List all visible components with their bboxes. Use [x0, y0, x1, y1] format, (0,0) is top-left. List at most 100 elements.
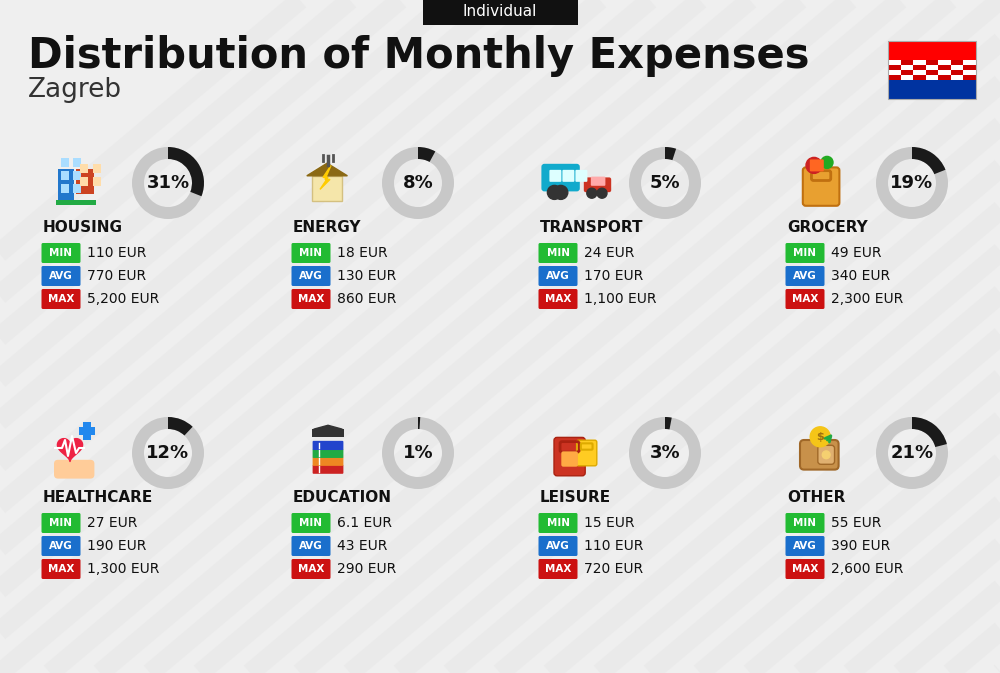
FancyBboxPatch shape	[42, 243, 80, 263]
FancyBboxPatch shape	[888, 41, 976, 61]
FancyBboxPatch shape	[577, 440, 597, 466]
Circle shape	[822, 451, 830, 459]
Text: 720 EUR: 720 EUR	[584, 562, 643, 576]
Text: 1,100 EUR: 1,100 EUR	[584, 292, 656, 306]
Circle shape	[547, 185, 561, 199]
Text: MIN: MIN	[300, 518, 322, 528]
FancyBboxPatch shape	[584, 178, 611, 192]
Circle shape	[821, 156, 833, 168]
FancyBboxPatch shape	[913, 61, 926, 65]
Text: MAX: MAX	[792, 564, 818, 574]
FancyBboxPatch shape	[963, 70, 976, 75]
Text: AVG: AVG	[299, 541, 323, 551]
Text: Individual: Individual	[463, 5, 537, 20]
FancyBboxPatch shape	[951, 75, 963, 79]
FancyBboxPatch shape	[42, 266, 80, 286]
Text: 340 EUR: 340 EUR	[831, 269, 890, 283]
Text: 5%: 5%	[650, 174, 680, 192]
FancyBboxPatch shape	[913, 75, 926, 79]
Wedge shape	[629, 417, 701, 489]
Text: 860 EUR: 860 EUR	[337, 292, 396, 306]
Text: MAX: MAX	[545, 564, 571, 574]
FancyBboxPatch shape	[554, 437, 585, 476]
Text: MIN: MIN	[794, 248, 816, 258]
Wedge shape	[382, 417, 454, 489]
Text: 2,300 EUR: 2,300 EUR	[831, 292, 903, 306]
FancyBboxPatch shape	[538, 536, 578, 556]
FancyBboxPatch shape	[292, 536, 330, 556]
FancyBboxPatch shape	[61, 171, 69, 180]
FancyBboxPatch shape	[292, 266, 330, 286]
Text: 21%: 21%	[890, 444, 934, 462]
FancyBboxPatch shape	[313, 449, 343, 458]
Text: MAX: MAX	[792, 294, 818, 304]
FancyBboxPatch shape	[926, 70, 938, 75]
Text: AVG: AVG	[793, 541, 817, 551]
Text: MAX: MAX	[48, 564, 74, 574]
FancyBboxPatch shape	[292, 289, 330, 309]
FancyBboxPatch shape	[561, 452, 578, 466]
Wedge shape	[912, 147, 945, 174]
FancyBboxPatch shape	[888, 65, 901, 70]
Polygon shape	[314, 425, 342, 429]
Polygon shape	[57, 439, 83, 462]
FancyBboxPatch shape	[888, 61, 976, 79]
FancyBboxPatch shape	[888, 79, 976, 99]
Text: 1%: 1%	[403, 444, 433, 462]
Text: 770 EUR: 770 EUR	[87, 269, 146, 283]
FancyBboxPatch shape	[575, 170, 587, 182]
Text: MAX: MAX	[298, 564, 324, 574]
FancyBboxPatch shape	[312, 429, 344, 437]
Text: 24 EUR: 24 EUR	[584, 246, 634, 260]
FancyBboxPatch shape	[80, 177, 88, 186]
FancyBboxPatch shape	[901, 65, 913, 70]
Text: 110 EUR: 110 EUR	[87, 246, 146, 260]
FancyBboxPatch shape	[901, 75, 913, 79]
FancyBboxPatch shape	[42, 289, 80, 309]
Text: 1,300 EUR: 1,300 EUR	[87, 562, 159, 576]
Circle shape	[597, 188, 607, 199]
FancyBboxPatch shape	[963, 75, 976, 79]
FancyBboxPatch shape	[951, 70, 963, 75]
FancyBboxPatch shape	[786, 536, 824, 556]
Text: $: $	[816, 432, 824, 441]
Wedge shape	[418, 417, 420, 429]
FancyBboxPatch shape	[888, 75, 901, 79]
Wedge shape	[132, 417, 204, 489]
Text: 390 EUR: 390 EUR	[831, 539, 890, 553]
Wedge shape	[876, 417, 948, 489]
Text: MIN: MIN	[794, 518, 816, 528]
Text: MAX: MAX	[545, 294, 571, 304]
Text: 49 EUR: 49 EUR	[831, 246, 882, 260]
FancyBboxPatch shape	[93, 164, 101, 173]
Text: 5,200 EUR: 5,200 EUR	[87, 292, 159, 306]
Wedge shape	[132, 147, 204, 219]
FancyBboxPatch shape	[786, 243, 824, 263]
FancyBboxPatch shape	[926, 65, 938, 70]
FancyBboxPatch shape	[93, 177, 101, 186]
FancyBboxPatch shape	[951, 61, 963, 65]
Text: OTHER: OTHER	[787, 491, 845, 505]
Text: MAX: MAX	[48, 294, 74, 304]
Text: AVG: AVG	[49, 271, 73, 281]
Text: MIN: MIN	[300, 248, 322, 258]
Text: GROCERY: GROCERY	[787, 221, 868, 236]
FancyBboxPatch shape	[58, 169, 74, 201]
Wedge shape	[665, 417, 672, 429]
Circle shape	[810, 427, 830, 447]
Wedge shape	[168, 147, 204, 197]
FancyBboxPatch shape	[888, 70, 901, 75]
Text: HEALTHCARE: HEALTHCARE	[43, 491, 153, 505]
FancyBboxPatch shape	[901, 61, 913, 65]
Text: 43 EUR: 43 EUR	[337, 539, 387, 553]
Text: MIN: MIN	[546, 518, 570, 528]
Text: AVG: AVG	[793, 271, 817, 281]
FancyBboxPatch shape	[56, 200, 96, 205]
FancyBboxPatch shape	[938, 65, 951, 70]
Wedge shape	[665, 147, 676, 160]
Wedge shape	[168, 417, 193, 435]
FancyBboxPatch shape	[73, 184, 81, 193]
FancyBboxPatch shape	[786, 513, 824, 533]
FancyBboxPatch shape	[538, 289, 578, 309]
FancyBboxPatch shape	[926, 61, 938, 65]
